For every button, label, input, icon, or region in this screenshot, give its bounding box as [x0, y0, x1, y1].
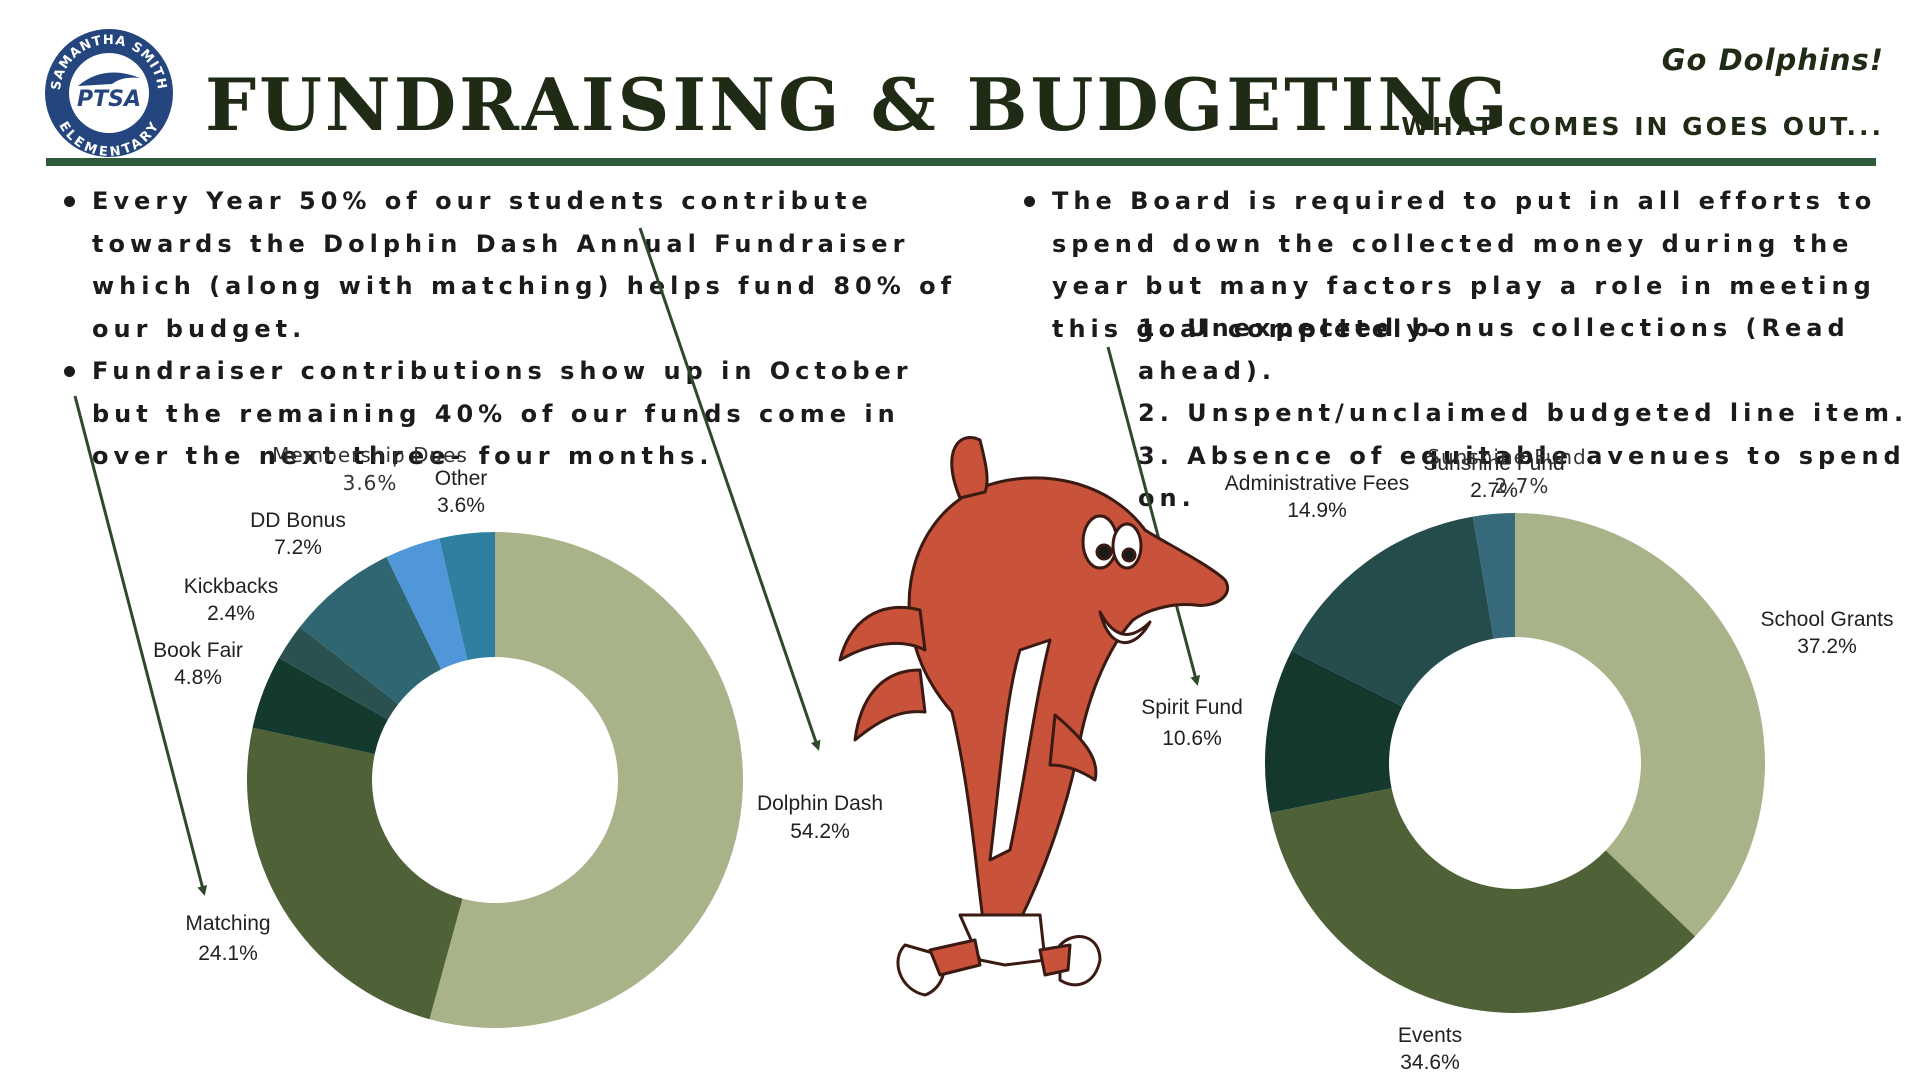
data-label: 37.2% — [1797, 635, 1857, 658]
data-label: 2.4% — [207, 602, 255, 625]
donut-slice — [247, 727, 463, 1020]
data-label: Events — [1398, 1024, 1462, 1047]
pointer-arrows — [73, 227, 1201, 896]
donut-slice — [1291, 516, 1494, 707]
donut-slice — [1515, 513, 1766, 937]
donut-slice — [252, 658, 388, 755]
data-label: 3.6% — [343, 471, 398, 495]
page-title: FUNDRAISING & BUDGETING — [205, 62, 1511, 147]
bullet-item: Every Year 50% of our students contribut… — [58, 180, 958, 350]
income-labels: Dolphin Dash 54.2% Matching 24.1% Book F… — [153, 443, 883, 965]
donut-slice — [439, 532, 495, 661]
data-label: 3.6% — [437, 494, 485, 517]
data-label: 24.1% — [198, 942, 258, 965]
numbered-item: 3. Absence of equitable avenues to spend… — [1138, 441, 1906, 513]
arrow — [73, 395, 208, 896]
svg-text:PTSA: PTSA — [77, 87, 141, 112]
data-label: 7.2% — [274, 536, 322, 559]
data-label: Membership Dues — [272, 443, 468, 467]
donut-slice — [1270, 788, 1696, 1013]
data-label: Dolphin Dash — [757, 792, 883, 815]
data-label: Book Fair — [153, 639, 243, 662]
arrow — [638, 227, 821, 751]
bullet-item: The Board is required to put in all effo… — [1018, 180, 1888, 350]
data-label: 54.2% — [790, 820, 850, 843]
data-label: Administrative Fees — [1225, 472, 1409, 495]
donut-slice — [1472, 513, 1515, 639]
data-label: DD Bonus — [250, 509, 346, 532]
tagline: Go Dolphins! — [1661, 43, 1884, 77]
expense-donut-chart — [1265, 513, 1766, 1013]
income-donut-chart — [247, 532, 743, 1028]
data-label: 2.7% — [1470, 479, 1518, 502]
expense-labels: School Grants 37.2% Events 34.6% Spirit … — [1141, 445, 1893, 1074]
left-bullet-list: Every Year 50% of our students contribut… — [58, 180, 958, 478]
data-label: School Grants — [1760, 608, 1893, 631]
arrow — [1106, 346, 1201, 686]
header-divider — [46, 158, 1876, 166]
data-label: 4.8% — [174, 666, 222, 689]
subtitle: WHAT COMES IN GOES OUT... — [1401, 112, 1884, 141]
data-label: Matching — [185, 912, 270, 935]
data-label: Spirit Fund — [1141, 696, 1243, 719]
numbered-item: 2. Unspent/unclaimed budgeted line item. — [1138, 399, 1909, 427]
data-label-overlap: Sunshine Fund — [1427, 445, 1587, 469]
data-label: Sunshine Fund — [1423, 452, 1564, 475]
dolphin-mascot — [838, 436, 1229, 997]
ptsa-logo: SAMANTHA SMITH ELEMENTARY PTSA — [45, 29, 173, 160]
donut-slice — [1265, 650, 1403, 813]
right-bullet-list: The Board is required to put in all effo… — [1018, 180, 1888, 350]
data-label: 10.6% — [1162, 727, 1222, 750]
donut-slice — [279, 626, 399, 720]
data-label-overlap: 2.7% — [1495, 474, 1550, 498]
data-label: Kickbacks — [184, 575, 279, 598]
donut-slice — [386, 538, 468, 670]
data-label: 14.9% — [1287, 499, 1347, 522]
donut-slice — [429, 532, 743, 1028]
data-label: 34.6% — [1400, 1051, 1460, 1074]
donut-slice — [299, 556, 442, 705]
bullet-item: Fundraiser contributions show up in Octo… — [58, 350, 958, 478]
data-label: Other — [435, 467, 488, 490]
numbered-list: 1. Unexpected bonus collections (Read ah… — [1138, 307, 1920, 520]
numbered-item: 1. Unexpected bonus collections (Read ah… — [1138, 314, 1850, 385]
